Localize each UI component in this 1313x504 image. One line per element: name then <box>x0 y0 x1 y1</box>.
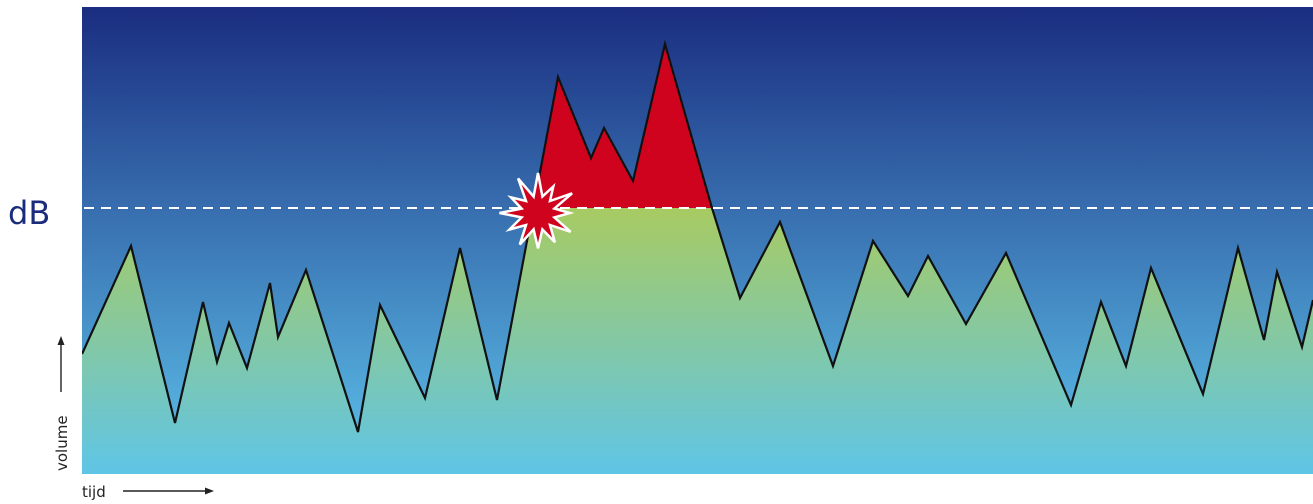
threshold-exceeded-burst-icon <box>499 172 575 249</box>
y-axis-arrowhead-icon <box>57 336 65 345</box>
volume-area <box>82 208 1313 474</box>
y-axis-label: volume <box>53 415 71 471</box>
volume-waveform-line <box>82 39 1313 433</box>
excess-volume-area <box>533 44 712 208</box>
y-axis-indicator: volume <box>53 336 71 471</box>
x-axis-label: tijd <box>82 483 106 501</box>
x-axis-arrowhead-icon <box>205 487 214 495</box>
x-axis-indicator: tijd <box>82 483 214 501</box>
threshold-label: dB <box>8 194 50 232</box>
